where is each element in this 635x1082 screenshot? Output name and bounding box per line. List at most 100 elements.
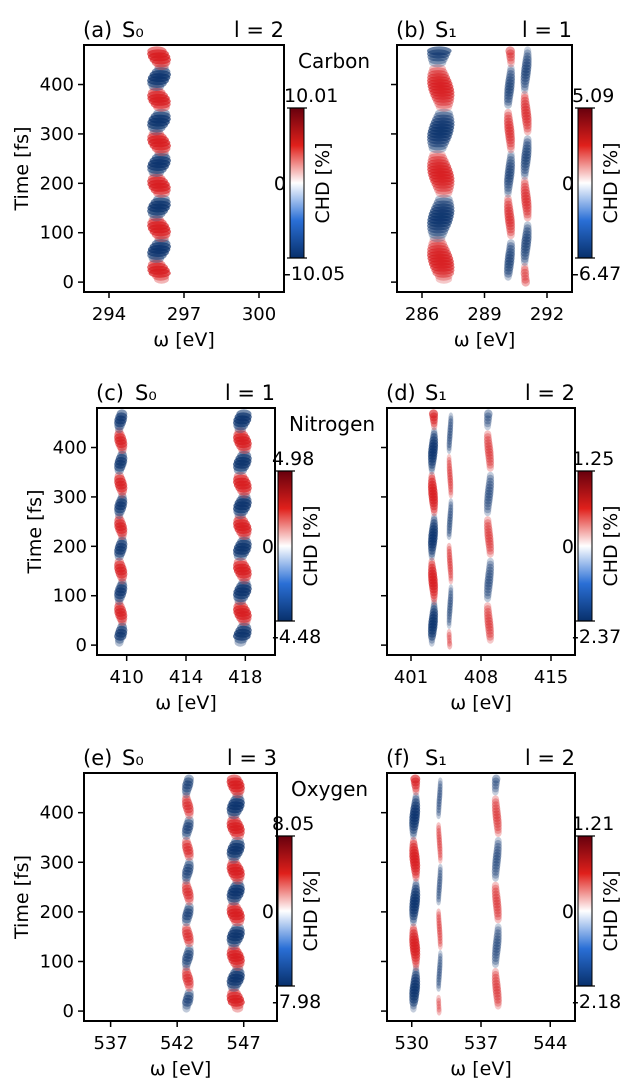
heat-cell (429, 233, 446, 243)
heat-cell (114, 516, 125, 526)
heat-cell (237, 536, 252, 546)
heat-cell (448, 584, 454, 594)
heat-cell (520, 79, 530, 88)
heat-cell (521, 239, 532, 249)
heat-cell (436, 792, 443, 802)
heat-cell (236, 409, 252, 419)
element-label: Oxygen (291, 777, 368, 801)
heat-cell (494, 1000, 502, 1010)
heat-cell (436, 1003, 442, 1013)
heat-cell (504, 262, 514, 272)
heat-cell (236, 581, 252, 591)
heat-cell (485, 569, 494, 579)
heat-cell (484, 616, 494, 626)
heat-cell (484, 613, 493, 623)
x-tick-label: 418 (228, 667, 262, 688)
heat-cell (431, 513, 438, 523)
heat-cell (494, 929, 502, 939)
heat-cell (446, 436, 453, 446)
heat-cell (114, 474, 126, 484)
heat-cell (507, 230, 515, 240)
heat-cell (492, 860, 501, 870)
heat-cell (520, 96, 530, 106)
heat-cell (520, 176, 529, 186)
heat-cell (521, 114, 532, 124)
state-label: S₁ (435, 18, 457, 42)
heat-cell (492, 893, 501, 903)
heat-cell (486, 548, 494, 558)
heat-cell (427, 73, 451, 83)
heat-cell (446, 608, 453, 617)
y-tick-label: 0 (76, 635, 87, 656)
heat-cell (520, 268, 530, 278)
heat-cell (226, 860, 242, 870)
heat-cell (486, 459, 495, 469)
heat-cell (182, 994, 194, 1004)
heat-cell (412, 881, 420, 891)
heat-cell (428, 67, 448, 77)
heat-cell (226, 947, 242, 957)
heat-cell (437, 866, 443, 876)
element-label: Nitrogen (289, 412, 375, 436)
heat-cell (503, 114, 513, 124)
heat-cell (447, 471, 453, 481)
colorbar-max: 10.01 (284, 85, 338, 107)
heat-cell (506, 239, 515, 249)
heat-cell (493, 845, 502, 855)
heat-cell (491, 801, 500, 811)
heat-cell (522, 206, 532, 216)
heat-cell (430, 516, 438, 526)
heat-cell (230, 795, 245, 805)
heat-cell (437, 777, 443, 787)
heat-cell (522, 230, 532, 240)
heat-cell (484, 525, 493, 534)
heat-cell (492, 872, 499, 882)
heatmap-cells (147, 46, 171, 284)
colorbar-mid: 0 (262, 536, 274, 558)
heat-cell (493, 902, 502, 912)
heat-cell (447, 640, 453, 650)
state-label: S₀ (135, 381, 157, 405)
heat-cell (504, 120, 514, 130)
heat-cell (522, 117, 532, 127)
heat-cell (181, 967, 192, 977)
heat-cell (411, 884, 420, 894)
heat-cell (520, 90, 529, 100)
heat-cell (436, 967, 443, 977)
heat-cell (181, 970, 193, 980)
heat-cell (484, 445, 494, 454)
heat-cell (521, 200, 532, 210)
x-tick-label: 544 (533, 1033, 567, 1054)
heat-cell (438, 854, 443, 864)
heat-cell (520, 265, 529, 275)
heat-cell (227, 857, 240, 867)
heat-cell (491, 950, 501, 959)
heat-cell (491, 804, 501, 814)
panel-d: 401 408 415 ω [eV] (d) S₁ l = 2 1.25 -2.37 0 CHD [… (381, 381, 622, 714)
heat-cell (229, 839, 245, 849)
heat-cell (226, 905, 243, 915)
heat-cell (505, 162, 516, 171)
heat-cell (428, 471, 436, 481)
heat-cell (506, 242, 516, 252)
heat-cell (483, 433, 492, 443)
heat-cell (520, 76, 530, 86)
heat-cell (427, 242, 449, 252)
heat-cell (520, 102, 531, 112)
panel-b: 286 289 292 ω [eV] (b) S₁ l = 1 5.09 -6.47 0 CHD [… (391, 18, 622, 351)
heat-cell (448, 498, 454, 508)
heat-cell (492, 944, 501, 954)
heat-cell (436, 982, 441, 992)
heat-cell (412, 795, 420, 805)
x-tick-label: 294 (92, 304, 126, 325)
heat-cell (436, 890, 442, 900)
heat-cell (428, 465, 435, 475)
heat-cell (237, 450, 252, 460)
heat-cell (437, 845, 443, 855)
heat-cell (491, 967, 500, 977)
heat-cell (233, 516, 248, 526)
heat-cell (520, 105, 531, 115)
heat-cell (483, 602, 492, 612)
x-tick-label: 530 (395, 1033, 429, 1054)
heat-cell (411, 801, 421, 811)
